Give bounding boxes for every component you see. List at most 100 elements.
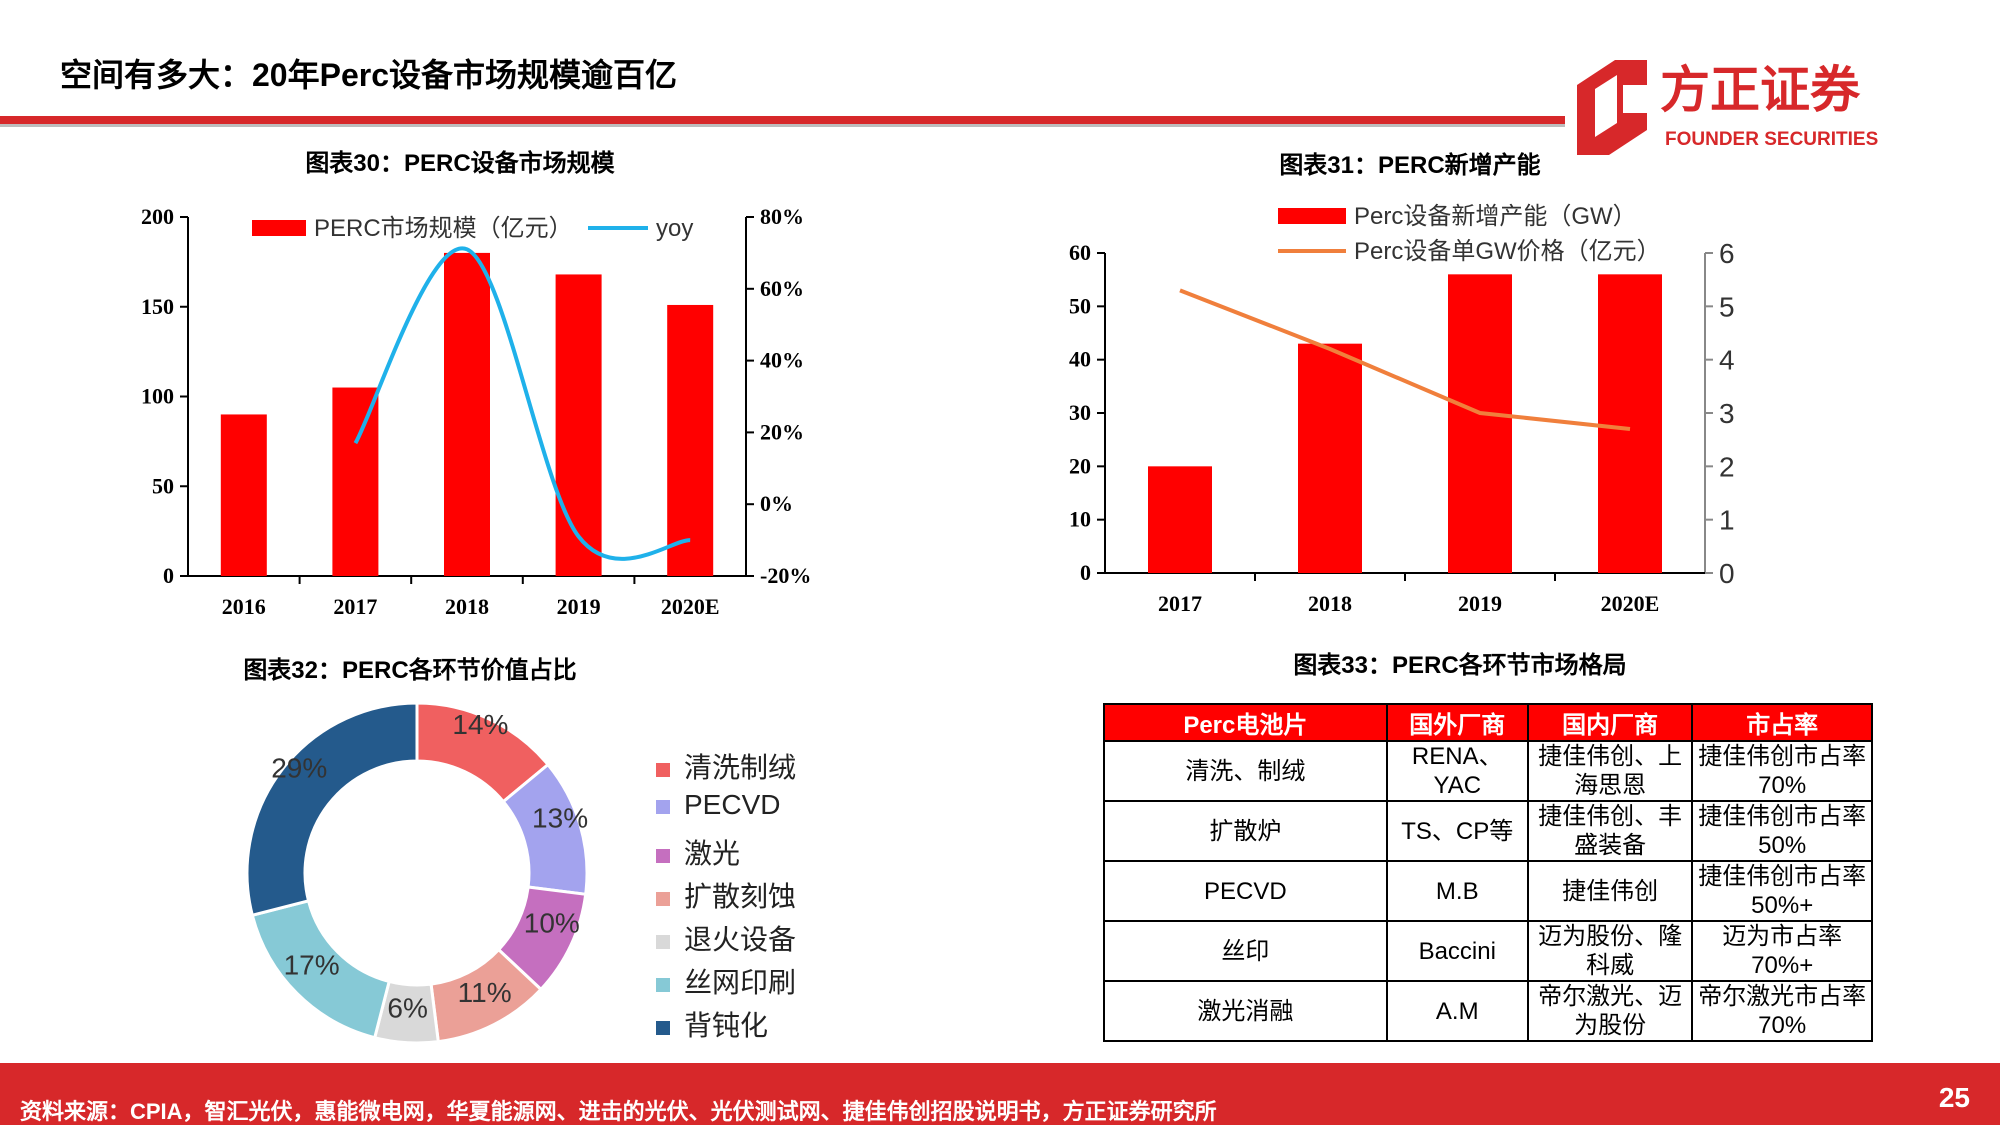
chart31-y2-tick-label: 4: [1719, 345, 1735, 376]
chart31-x-tick-label: 2019: [1458, 591, 1502, 616]
chart32-legend-swatch: [656, 934, 670, 949]
table-cell: 捷佳伟创市占率50%+: [1691, 860, 1873, 922]
chart31-y-tick-label: 50: [1069, 293, 1091, 318]
chart30-bar: [444, 252, 490, 576]
chart32-legend-label: 激光: [684, 838, 741, 869]
chart31-y-tick-label: 20: [1069, 453, 1091, 478]
chart32-legend-item: 清洗制绒: [656, 746, 796, 786]
table-cell: 清洗、制绒: [1103, 740, 1388, 802]
chart31-y2-tick-label: 0: [1719, 558, 1735, 589]
chart30-y-tick-label: 50: [152, 473, 174, 498]
chart31-y2-tick-label: 5: [1719, 291, 1735, 322]
table-cell: 迈为股份、隆科威: [1526, 920, 1694, 982]
chart32-legend-label: PECVD: [684, 789, 781, 820]
chart32-legend-swatch: [656, 799, 670, 814]
chart30-bar: [667, 304, 714, 576]
table-cell: 捷佳伟创市占率50%: [1691, 800, 1873, 862]
table-header-row: Perc电池片 国外厂商 国内厂商 市占率: [1103, 703, 1873, 742]
chart31-legend-bar-swatch: [1278, 208, 1346, 224]
chart30-market-size: 0 50 100 150 200 -20% 0% 20% 40% 60% 80% 2016 2017 20…: [141, 204, 811, 619]
table-cell: 捷佳伟创、丰盛装备: [1526, 800, 1694, 862]
chart31-y2-tick-label: 1: [1719, 505, 1735, 536]
chart30-line-series: [353, 246, 691, 561]
chart30-y2-tick-label: 0%: [760, 491, 793, 516]
chart30-title: 图表30：PERC设备市场规模: [305, 150, 615, 177]
chart31-x-tick-label: 2017: [1158, 591, 1202, 616]
chart30-x-tick-label: 2020E: [661, 594, 720, 619]
chart32-slice-label: 13%: [532, 802, 588, 833]
logo-mark-icon: [1577, 60, 1647, 155]
chart30-y2-tick-label: 20%: [760, 419, 804, 444]
chart31-x-tick-label: 2018: [1308, 591, 1352, 616]
logo-cn-text: 方正证券: [1660, 62, 1861, 118]
table-cell: M.B: [1385, 860, 1529, 922]
chart32-legend-swatch: [656, 762, 670, 777]
table-cell: 丝印: [1103, 920, 1388, 982]
table-header-cell: 市占率: [1691, 703, 1873, 742]
market-structure-table: Perc电池片 国外厂商 国内厂商 市占率 清洗、制绒 RENA、YAC 捷佳伟创、…: [1103, 703, 1873, 1042]
chart32-legend-item: PECVD: [656, 789, 780, 821]
chart32-legend-item: 背钝化: [656, 1004, 768, 1044]
table-cell: 捷佳伟创、上海思恩: [1526, 740, 1694, 802]
chart31-legend-label: Perc设备单GW价格（亿元）: [1354, 238, 1661, 265]
chart31-bar: [1148, 466, 1212, 573]
chart31-y-tick-label: 60: [1069, 240, 1091, 265]
table-header-cell: 国外厂商: [1385, 703, 1529, 742]
chart30-bar: [555, 274, 602, 576]
chart32-slice: [245, 701, 419, 918]
chart31-new-capacity: 0 10 20 30 40 50 60 0 1 2 3 4 5 6 2017 2018 2019 2020E Per…: [1069, 203, 1735, 616]
chart32-slice-label: 10%: [524, 907, 580, 938]
chart32-legend-label: 清洗制绒: [684, 752, 797, 783]
table-header-cell: 国内厂商: [1526, 703, 1694, 742]
table-cell: TS、CP等: [1385, 800, 1529, 862]
chart30-x-tick-label: 2016: [222, 594, 266, 619]
page-number: 25: [1938, 1082, 1970, 1113]
table-cell: A.M: [1385, 980, 1529, 1042]
chart30-x-tick-label: 2019: [557, 594, 601, 619]
chart32-legend-swatch: [656, 891, 670, 906]
table-cell: 捷佳伟创市占率70%: [1691, 740, 1873, 802]
chart32-legend-label: 丝网印刷: [684, 967, 797, 998]
chart31-y-tick-label: 10: [1069, 507, 1091, 532]
table-header-cell: Perc电池片: [1103, 703, 1388, 742]
chart30-y2-tick-label: 40%: [760, 348, 804, 373]
chart30-bar: [332, 387, 379, 576]
table-row: 清洗、制绒 RENA、YAC 捷佳伟创、上海思恩 捷佳伟创市占率70%: [1103, 740, 1873, 802]
chart32-legend-label: 背钝化: [684, 1010, 769, 1041]
title-rule: [0, 116, 1750, 124]
footer-source: 资料来源：CPIA，智汇光伏，惠能微电网，华夏能源网、进击的光伏、光伏测试网、捷…: [20, 1099, 1217, 1124]
chart30-legend-bar-swatch: [252, 220, 306, 236]
chart32-legend-swatch: [656, 848, 670, 863]
table-cell: PECVD: [1103, 860, 1388, 922]
chart32-legend-item: 丝网印刷: [656, 961, 796, 1001]
chart30-y2-tick-label: -20%: [760, 563, 811, 588]
table-row: 激光消融 A.M 帝尔激光、迈为股份 帝尔激光市占率70%: [1103, 980, 1873, 1042]
chart32-legend-label: 扩散刻蚀: [684, 881, 797, 912]
footer-bar: [0, 1063, 2000, 1125]
table-cell: RENA、YAC: [1385, 740, 1529, 802]
chart30-legend-label: PERC市场规模（亿元）: [314, 215, 573, 242]
table-row: 丝印 Baccini 迈为股份、隆科威 迈为市占率70%+: [1103, 920, 1873, 982]
chart30-y-tick-label: 150: [141, 294, 174, 319]
table-cell: 捷佳伟创: [1526, 860, 1694, 922]
table-cell: 激光消融: [1103, 980, 1388, 1042]
chart30-y2-tick-label: 80%: [760, 204, 804, 229]
chart31-y2-tick-label: 3: [1719, 398, 1735, 429]
chart32-slice-label: 29%: [271, 753, 327, 784]
chart31-bar: [1298, 343, 1362, 573]
table-row: 扩散炉 TS、CP等 捷佳伟创、丰盛装备 捷佳伟创市占率50%: [1103, 800, 1873, 862]
logo-en-text: FOUNDER SECURITIES: [1665, 129, 1878, 150]
table-cell: 帝尔激光、迈为股份: [1526, 980, 1694, 1042]
chart31-bar: [1448, 274, 1512, 573]
table-cell: Baccini: [1385, 920, 1529, 982]
founder-securities-logo: 方正证券 FOUNDER SECURITIES: [1565, 55, 1985, 155]
chart30-x-tick-label: 2017: [333, 594, 377, 619]
chart32-legend-item: 退火设备: [656, 918, 796, 958]
chart32-slice-label: 11%: [458, 977, 512, 1008]
page-title: 空间有多大：20年Perc设备市场规模逾百亿: [60, 57, 677, 93]
chart30-y-tick-label: 200: [141, 204, 174, 229]
chart31-legend-label: Perc设备新增产能（GW）: [1354, 203, 1637, 230]
chart30-y-tick-label: 100: [141, 384, 174, 409]
chart32-slice-label: 17%: [284, 949, 340, 980]
chart32-legend-swatch: [656, 1020, 670, 1035]
